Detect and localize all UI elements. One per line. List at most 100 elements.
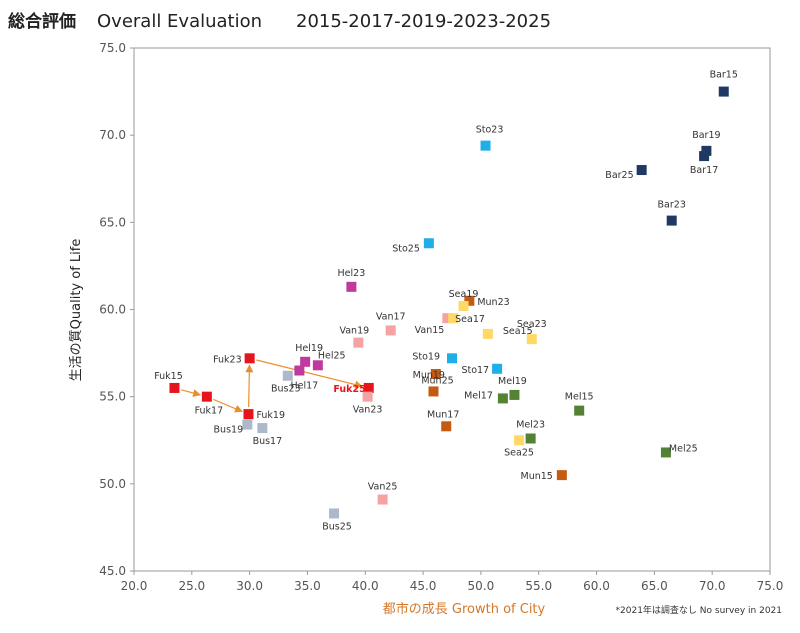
point-label-bus19: Bus19 (214, 425, 244, 436)
point-sto17 (492, 363, 503, 374)
plot-frame (133, 47, 771, 572)
point-hel19 (300, 356, 311, 367)
point-van15 (442, 313, 453, 324)
point-bar19 (701, 145, 712, 156)
point-label-sea23: Sea23 (517, 319, 547, 330)
point-hel25 (312, 360, 323, 371)
point-label-hel19: Hel19 (295, 343, 323, 354)
point-bar17 (699, 151, 710, 162)
point-mel15 (574, 405, 585, 416)
point-label-mun23: Mun23 (477, 297, 509, 308)
point-label-sto23: Sto23 (476, 125, 504, 136)
point-label-mun19: Mun19 (413, 370, 445, 381)
point-label-sea19: Sea19 (449, 289, 479, 300)
point-bus19 (242, 419, 253, 430)
point-label-fuk17: Fuk17 (195, 406, 224, 417)
point-label-hel25: Hel25 (318, 350, 346, 361)
point-mun25 (428, 386, 439, 397)
y-tick-label: 65.0 (99, 215, 126, 229)
point-label-van17: Van17 (376, 311, 406, 322)
x-tick-label: 45.0 (410, 579, 437, 593)
plot-area: 20.0 25.0 30.0 35.0 40.0 45.0 50.0 55.0 60.0 65.0… (99, 41, 783, 593)
x-tick-label: 40.0 (352, 579, 379, 593)
point-label-mel23: Mel23 (516, 420, 545, 431)
point-label-mun15: Mun15 (521, 471, 553, 482)
point-bus23 (282, 370, 293, 381)
point-label-bar19: Bar19 (692, 130, 720, 141)
point-sea25 (514, 435, 525, 446)
x-tick-label: 25.0 (178, 579, 205, 593)
point-sto25 (423, 238, 434, 249)
x-tick-label: 65.0 (641, 579, 668, 593)
point-mel25 (660, 447, 671, 458)
chart-title-en: Overall Evaluation (97, 11, 262, 32)
point-label-bar15: Bar15 (710, 70, 738, 81)
point-mun23 (464, 295, 475, 306)
point-label-mel19: Mel19 (498, 376, 527, 387)
x-tick-label: 70.0 (699, 579, 726, 593)
point-van23 (362, 391, 373, 402)
point-label-mel17: Mel17 (464, 390, 493, 401)
trajectory-arrow-fuk15-fuk17 (181, 389, 202, 397)
point-mun19 (430, 369, 441, 380)
point-label-bus17: Bus17 (253, 436, 283, 447)
point-sea23 (526, 334, 537, 345)
point-label-hel17: Hel17 (291, 381, 319, 392)
point-label-van23: Van23 (353, 405, 383, 416)
point-mun15 (556, 470, 567, 481)
point-mel19 (509, 389, 520, 400)
point-mel17 (497, 393, 508, 404)
x-tick-label: 35.0 (294, 579, 321, 593)
point-bus25 (329, 508, 340, 519)
point-bar25 (636, 165, 647, 176)
point-label-fuk25: Fuk25 (333, 384, 365, 395)
point-label-fuk19: Fuk19 (256, 410, 285, 421)
y-tick-label: 60.0 (99, 303, 126, 317)
point-bus17 (257, 423, 268, 434)
point-mel23 (525, 433, 536, 444)
chart-title-years: 2015-2017-2019-2023-2025 (296, 11, 551, 32)
x-tick-label: 50.0 (468, 579, 495, 593)
point-fuk25 (363, 382, 374, 393)
footnote: *2021年は調査なし No survey in 2021 (616, 604, 782, 616)
point-label-mun17: Mun17 (427, 409, 459, 420)
point-label-sto19: Sto19 (412, 351, 440, 362)
point-sea19 (458, 301, 469, 312)
point-label-sea15: Sea15 (503, 326, 533, 337)
y-tick-label: 50.0 (99, 477, 126, 491)
point-label-fuk23: Fuk23 (213, 354, 242, 365)
point-fuk23 (244, 353, 255, 364)
point-van19 (353, 337, 364, 348)
point-bar15 (718, 86, 729, 97)
trajectory-arrow-fuk19-fuk23 (245, 364, 254, 408)
point-label-hel23: Hel23 (338, 268, 366, 279)
x-tick-label: 60.0 (583, 579, 610, 593)
point-label-van19: Van19 (339, 326, 369, 337)
point-fuk19 (243, 409, 254, 420)
point-label-bus23: Bus23 (271, 384, 301, 395)
point-sea15 (482, 328, 493, 339)
point-label-mun25: Mun25 (421, 375, 453, 386)
trajectory-arrow-fuk17-fuk19 (213, 398, 243, 413)
x-axis-label: 都市の成長 Growth of City (383, 601, 546, 617)
point-hel17 (294, 365, 305, 376)
point-label-bar17: Bar17 (690, 165, 718, 176)
point-mun17 (441, 421, 452, 432)
point-fuk15 (169, 382, 180, 393)
y-tick-label: 70.0 (99, 128, 126, 142)
x-tick-label: 75.0 (757, 579, 784, 593)
point-label-sea25: Sea25 (504, 447, 534, 458)
point-label-mel25: Mel25 (669, 443, 698, 454)
point-label-bar25: Bar25 (605, 170, 633, 181)
x-tick-label: 20.0 (121, 579, 148, 593)
x-tick-label: 30.0 (236, 579, 263, 593)
point-sto19 (447, 353, 457, 364)
point-label-bus25: Bus25 (322, 521, 352, 532)
point-van25 (377, 494, 388, 505)
x-tick-label: 55.0 (525, 579, 552, 593)
point-fuk17 (201, 391, 212, 402)
point-sea17 (448, 313, 459, 324)
point-label-mel15: Mel15 (565, 392, 594, 403)
trajectory-arrow-fuk23-fuk25 (256, 359, 363, 389)
chart-title-jp: 総合評価 (8, 11, 76, 32)
